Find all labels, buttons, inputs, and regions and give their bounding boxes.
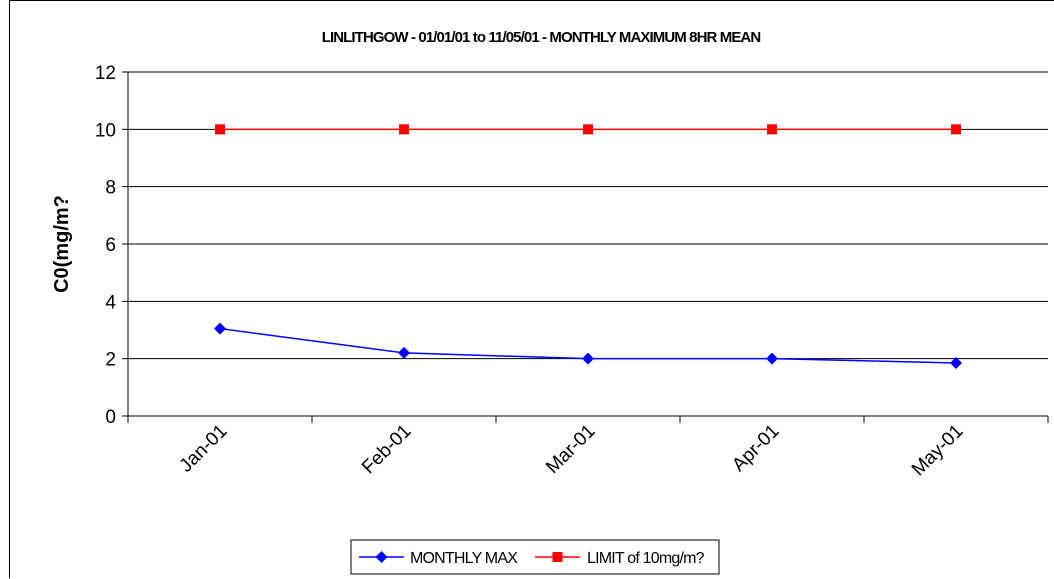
x-tick-label: Apr-01 [728, 421, 783, 476]
series-0-point [582, 352, 594, 365]
y-tick-label: 6 [105, 235, 116, 256]
series-0-point [214, 322, 226, 335]
series-1-point [951, 124, 961, 135]
series-1-point [583, 124, 593, 135]
y-tick-label: 8 [105, 178, 116, 199]
chart-svg: LINLITHGOW - 01/01/01 to 11/05/01 - MONT… [51, 29, 1049, 575]
legend-marker-1 [552, 552, 563, 562]
series-0-point [950, 356, 962, 369]
y-tick-label: 10 [95, 120, 116, 141]
y-tick-label: 4 [105, 292, 116, 313]
series-0-point [398, 346, 410, 359]
series-1-point [767, 124, 777, 135]
legend-marker-0 [375, 551, 388, 563]
series-0-point [766, 352, 778, 365]
y-tick-label: 2 [105, 350, 116, 371]
x-tick-label: May-01 [908, 421, 968, 481]
x-tick-label: Jan-01 [176, 421, 232, 477]
legend-label-1: LIMIT of 10mg/m? [587, 550, 705, 567]
legend: MONTHLY MAX LIMIT of 10mg/m? [350, 539, 720, 575]
y-axis-label: C0(mg/m? [51, 195, 73, 293]
y-tick-label: 12 [95, 63, 116, 84]
x-tick-label: Feb-01 [358, 421, 415, 478]
y-tick-label: 0 [105, 407, 116, 428]
legend-label-0: MONTHLY MAX [410, 550, 518, 567]
plot-area: 0 2 4 6 8 10 12 Jan-01 Feb-01 Mar-01 Apr-01 May-01 C… [51, 63, 1049, 481]
chart-title: LINLITHGOW - 01/01/01 to 11/05/01 - MONT… [322, 29, 761, 46]
series-1-point [399, 124, 409, 135]
series-1-point [215, 124, 225, 135]
chart-frame: LINLITHGOW - 01/01/01 to 11/05/01 - MONT… [9, 0, 1054, 578]
x-tick-label: Mar-01 [542, 421, 599, 478]
